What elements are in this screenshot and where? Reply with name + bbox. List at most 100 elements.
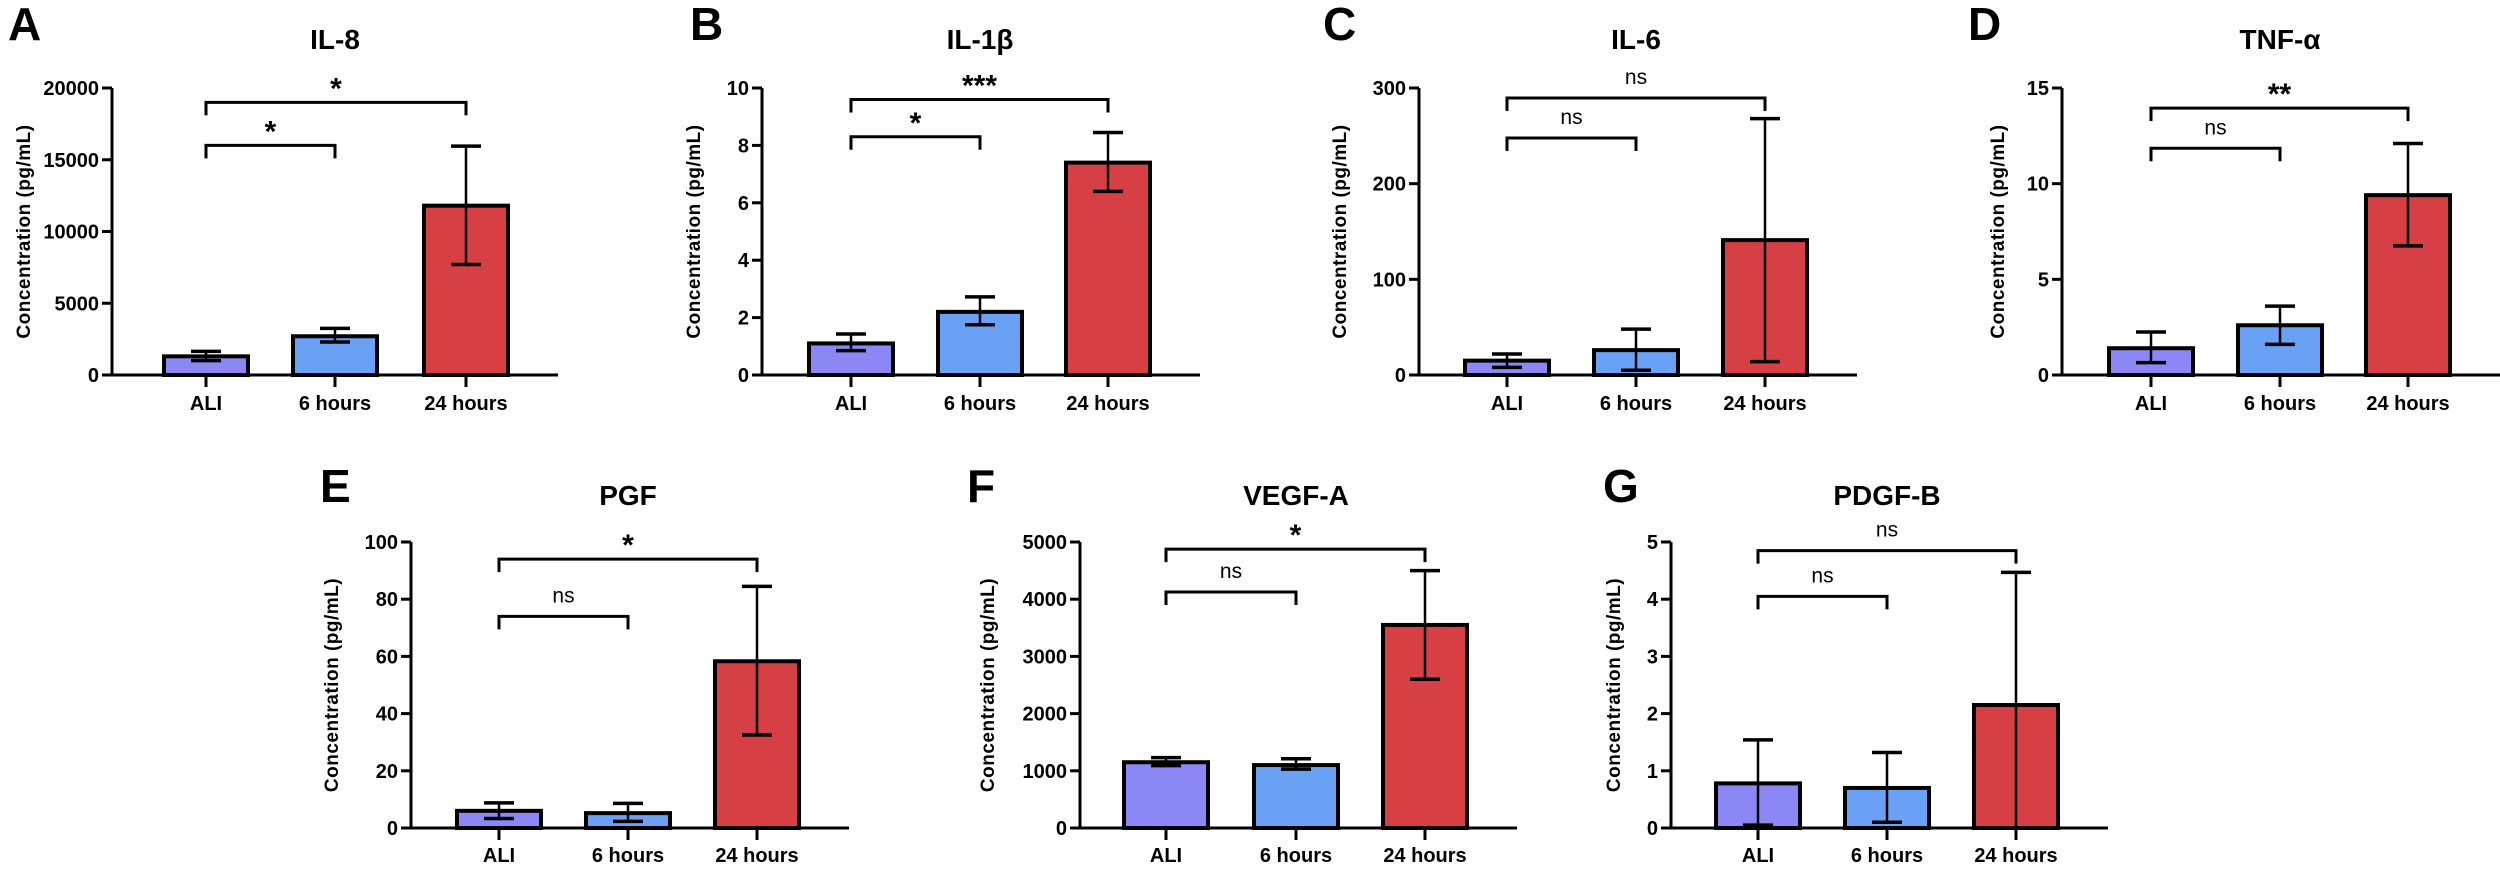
y-tick-label: 2 — [1647, 704, 1658, 726]
x-tick-label: 24 hours — [715, 845, 798, 867]
panel-b: B IL-1β Concentration (pg/mL) 0 2 4 6 8 10 ALI 6 h… — [684, 0, 1200, 415]
y-tick-label: 1000 — [1023, 761, 1068, 783]
y-axis-label: Concentration (pg/mL) — [684, 124, 705, 338]
y-tick-label: 6 — [738, 193, 749, 215]
significance-label: ** — [2268, 78, 2292, 111]
significance-bracket — [2149, 106, 2410, 122]
panel-letter: E — [320, 460, 351, 512]
x-tick-label: ALI — [190, 393, 222, 415]
y-tick-label: 0 — [2038, 365, 2049, 387]
significance-bracket — [2149, 146, 2282, 162]
panel-e: E PGF Concentration (pg/mL) 0 20 40 60 80 100 ALI… — [320, 460, 849, 867]
y-tick-label: 0 — [387, 818, 398, 840]
y-tick-label: 15 — [2027, 78, 2049, 100]
chart-title: IL-8 — [310, 24, 360, 55]
y-tick-label: 40 — [376, 704, 398, 726]
panel-letter: D — [1968, 0, 2001, 50]
x-tick-label: 6 hours — [1260, 845, 1332, 867]
x-tick-label: ALI — [835, 393, 867, 415]
bar-ali — [1122, 760, 1210, 830]
significance-label: ns — [1876, 519, 1898, 542]
x-tick-label: 6 hours — [2244, 393, 2316, 415]
significance-bracket — [497, 557, 759, 573]
y-tick-label: 200 — [1373, 174, 1406, 196]
y-tick-label: 8 — [738, 135, 749, 157]
y-tick-label: 0 — [1647, 818, 1658, 840]
x-tick-label: 6 hours — [299, 393, 371, 415]
y-tick-label: 60 — [376, 646, 398, 668]
panel-d: D TNF-α Concentration (pg/mL) 0 5 10 15 ALI 6 ho… — [1968, 0, 2500, 415]
significance-bracket — [1505, 96, 1767, 112]
significance-bracket — [1164, 547, 1427, 563]
x-tick-label: ALI — [483, 845, 515, 867]
significance-label: * — [330, 72, 342, 105]
significance-label: ns — [1560, 106, 1582, 129]
y-tick-label: 5 — [2038, 269, 2049, 291]
y-tick-label: 2 — [738, 308, 749, 330]
y-axis-label: Concentration (pg/mL) — [978, 578, 999, 792]
y-tick-label: 5000 — [1023, 532, 1068, 554]
x-tick-label: 6 hours — [592, 845, 664, 867]
chart-title: PDGF-B — [1833, 480, 1940, 511]
y-tick-label: 4 — [1647, 589, 1659, 611]
y-tick-label: 0 — [1056, 818, 1067, 840]
significance-bracket — [849, 135, 982, 150]
significance-bracket — [204, 143, 337, 159]
x-tick-label: ALI — [1742, 845, 1774, 867]
y-tick-label: 2000 — [1023, 704, 1068, 726]
bar-6-hours — [1252, 763, 1340, 831]
y-tick-label: 0 — [1395, 365, 1406, 387]
significance-label: * — [622, 529, 634, 562]
significance-bracket — [204, 100, 468, 116]
y-tick-label: 3000 — [1023, 646, 1068, 668]
y-tick-label: 4 — [738, 250, 750, 272]
y-tick-label: 4000 — [1023, 589, 1068, 611]
y-tick-label: 80 — [376, 589, 398, 611]
panel-c: C IL-6 Concentration (pg/mL) 0 100 200 300 ALI 6… — [1323, 0, 1857, 415]
y-axis-label: Concentration (pg/mL) — [1604, 578, 1625, 792]
y-axis-label: Concentration (pg/mL) — [14, 124, 35, 338]
y-tick-label: 0 — [88, 365, 99, 387]
significance-bracket — [1505, 136, 1638, 151]
panel-letter: B — [690, 0, 723, 50]
panel-letter: F — [967, 460, 995, 512]
chart-title: PGF — [599, 480, 657, 511]
panel-letter: G — [1603, 460, 1639, 512]
significance-label: ns — [2204, 116, 2226, 139]
significance-bracket — [849, 97, 1110, 113]
panel-letter: C — [1323, 0, 1356, 50]
y-axis-label: Concentration (pg/mL) — [1330, 124, 1351, 338]
panel-letter: A — [8, 0, 41, 50]
significance-label: ns — [1220, 560, 1242, 583]
chart-title: TNF-α — [2240, 24, 2321, 55]
significance-label: * — [1290, 519, 1302, 552]
y-tick-label: 5 — [1647, 532, 1658, 554]
significance-label: * — [265, 115, 277, 148]
y-axis-label: Concentration (pg/mL) — [322, 578, 343, 792]
chart-title: VEGF-A — [1243, 480, 1349, 511]
panel-g: G PDGF-B Concentration (pg/mL) 0 1 2 3 4 5 ALI 6 h… — [1603, 460, 2108, 867]
significance-bracket — [1756, 594, 1889, 610]
y-tick-label: 100 — [365, 532, 398, 554]
x-tick-label: ALI — [2135, 393, 2167, 415]
significance-label: * — [910, 107, 922, 140]
y-tick-label: 0 — [738, 365, 749, 387]
x-tick-label: 24 hours — [1383, 845, 1466, 867]
x-tick-label: 6 hours — [1600, 393, 1672, 415]
y-tick-label: 20 — [376, 761, 398, 783]
x-tick-label: 6 hours — [944, 393, 1016, 415]
panel-a: A IL-8 Concentration (pg/mL) 0 5000 10000 1500… — [8, 0, 558, 415]
significance-bracket — [497, 614, 630, 630]
y-axis-label: Concentration (pg/mL) — [1988, 124, 2009, 338]
y-tick-label: 1 — [1647, 761, 1658, 783]
significance-bracket — [1164, 590, 1298, 606]
panel-f: F VEGF-A Concentration (pg/mL) 0 1000 2000 300… — [967, 460, 1517, 867]
y-tick-label: 3 — [1647, 646, 1658, 668]
y-tick-label: 15000 — [43, 150, 99, 172]
y-tick-label: 5000 — [55, 293, 100, 315]
y-tick-label: 10000 — [43, 222, 99, 244]
significance-label: ns — [552, 584, 574, 607]
x-tick-label: 24 hours — [1723, 393, 1806, 415]
chart-title: IL-1β — [947, 24, 1014, 55]
